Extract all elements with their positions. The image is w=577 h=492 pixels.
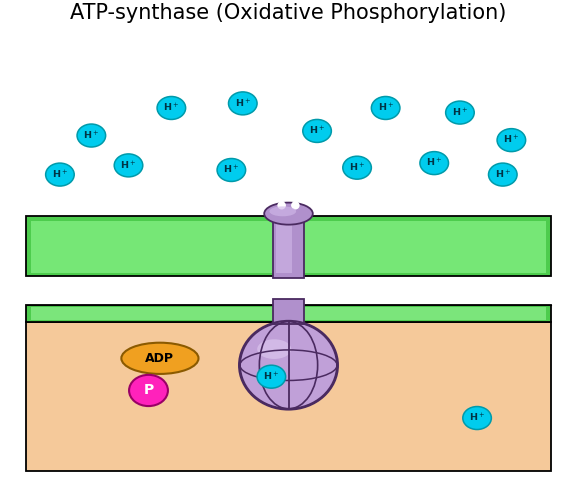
FancyBboxPatch shape [276,220,292,274]
Circle shape [420,152,448,175]
Text: H$^+$: H$^+$ [52,168,68,181]
FancyBboxPatch shape [25,322,552,471]
Text: H$^+$: H$^+$ [121,159,137,172]
Circle shape [129,375,168,406]
Ellipse shape [278,201,286,210]
Ellipse shape [269,206,296,216]
Text: P: P [143,383,153,398]
Ellipse shape [291,201,299,210]
Text: H$^+$: H$^+$ [377,102,394,114]
Text: H$^+$: H$^+$ [235,97,251,110]
Circle shape [463,406,492,430]
Circle shape [217,158,246,182]
Circle shape [77,124,106,147]
Polygon shape [31,220,546,274]
Polygon shape [25,306,552,322]
Text: H$^+$: H$^+$ [309,125,325,137]
Text: H$^+$: H$^+$ [223,164,239,176]
Circle shape [489,163,517,186]
Text: H$^+$: H$^+$ [349,161,365,174]
Circle shape [303,120,331,142]
Circle shape [257,365,286,388]
Circle shape [372,96,400,120]
Title: ATP-synthase (Oxidative Phosphorylation): ATP-synthase (Oxidative Phosphorylation) [70,3,507,23]
Polygon shape [31,307,546,320]
Text: H$^+$: H$^+$ [263,370,279,383]
Circle shape [114,154,143,177]
Text: H$^+$: H$^+$ [426,157,443,169]
Circle shape [497,128,526,152]
FancyBboxPatch shape [273,299,304,324]
Text: H$^+$: H$^+$ [494,168,511,181]
Circle shape [343,156,372,179]
FancyBboxPatch shape [273,212,304,278]
Circle shape [46,163,74,186]
Ellipse shape [240,322,337,409]
Text: H$^+$: H$^+$ [452,106,468,119]
Text: H$^+$: H$^+$ [503,134,519,146]
Circle shape [228,92,257,115]
Ellipse shape [264,203,313,225]
Circle shape [445,101,474,124]
Text: H$^+$: H$^+$ [163,102,179,114]
Ellipse shape [257,339,291,359]
Text: ADP: ADP [145,352,174,365]
Polygon shape [25,216,552,276]
Ellipse shape [121,343,198,374]
Circle shape [157,96,186,120]
Text: H$^+$: H$^+$ [83,129,99,142]
Text: H$^+$: H$^+$ [469,412,485,424]
